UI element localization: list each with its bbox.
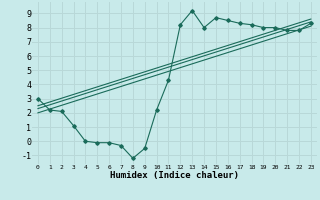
X-axis label: Humidex (Indice chaleur): Humidex (Indice chaleur) <box>110 171 239 180</box>
